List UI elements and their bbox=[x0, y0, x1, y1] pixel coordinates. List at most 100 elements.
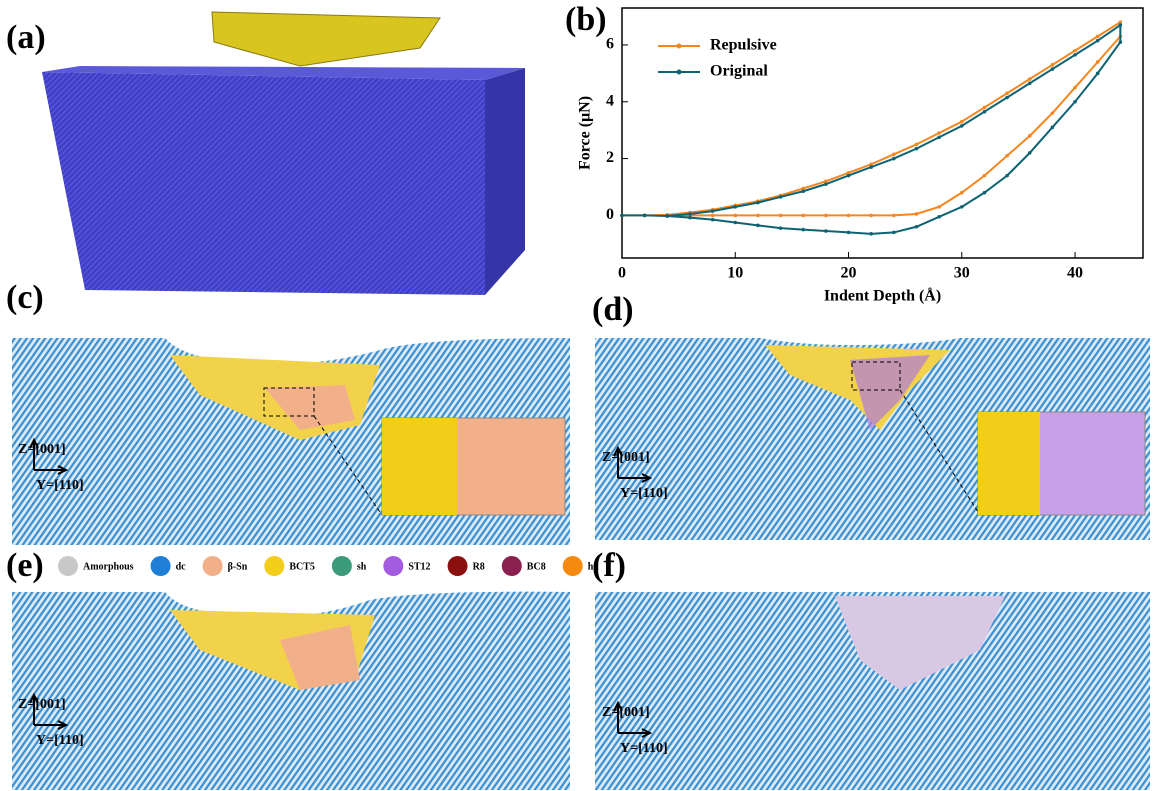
data-point bbox=[1073, 49, 1077, 53]
z-axis-label: Z=[001] bbox=[18, 442, 66, 457]
y-tick-label: 0 bbox=[606, 206, 614, 223]
data-point bbox=[847, 231, 851, 235]
inset-bct5 bbox=[978, 412, 1040, 515]
data-point bbox=[1005, 96, 1009, 100]
data-point bbox=[711, 218, 715, 222]
data-point bbox=[1096, 60, 1100, 64]
legend-swatch bbox=[563, 556, 583, 576]
panel-f: (f) bbox=[592, 547, 1150, 790]
legend-swatch bbox=[332, 556, 352, 576]
substrate-side bbox=[485, 68, 525, 295]
data-point bbox=[733, 205, 737, 209]
data-point bbox=[960, 124, 964, 128]
data-point bbox=[688, 216, 692, 220]
data-point bbox=[892, 231, 896, 235]
panel-a: (a) bbox=[6, 12, 525, 295]
x-tick-label: 40 bbox=[1067, 265, 1083, 282]
inset-bct5 bbox=[382, 418, 457, 515]
x-tick-label: 30 bbox=[954, 265, 970, 282]
data-point bbox=[869, 214, 873, 218]
data-point bbox=[1096, 72, 1100, 76]
data-point bbox=[960, 205, 964, 209]
legend-swatch bbox=[448, 556, 468, 576]
data-point bbox=[1119, 23, 1123, 27]
legend-label: Original bbox=[710, 63, 768, 80]
data-point bbox=[756, 201, 760, 205]
data-point bbox=[1051, 67, 1055, 71]
data-point bbox=[847, 214, 851, 218]
data-point bbox=[1005, 174, 1009, 178]
data-point bbox=[779, 214, 783, 218]
legend-swatch bbox=[151, 556, 171, 576]
y-tick-label: 2 bbox=[606, 149, 614, 166]
data-point bbox=[983, 106, 987, 110]
data-point bbox=[847, 174, 851, 178]
data-point bbox=[1073, 86, 1077, 90]
data-point bbox=[824, 214, 828, 218]
data-point bbox=[756, 214, 760, 218]
panel-label: (b) bbox=[565, 1, 607, 38]
data-point bbox=[1028, 151, 1032, 155]
legend-label: R8 bbox=[473, 561, 485, 572]
legend-label: BCT5 bbox=[289, 561, 315, 572]
series-line bbox=[622, 22, 1120, 215]
data-point bbox=[779, 195, 783, 199]
panel-e: (e) bbox=[6, 547, 570, 790]
data-point bbox=[1028, 77, 1032, 81]
z-axis-label: Z=[001] bbox=[602, 705, 650, 720]
legend-marker bbox=[677, 44, 682, 49]
indenter bbox=[212, 12, 440, 66]
legend-swatch bbox=[264, 556, 284, 576]
z-axis-label: Z=[001] bbox=[602, 450, 650, 465]
figure: (a) (c) (d) (e) (f) Amorphousdcβ-SnBCT5s… bbox=[0, 0, 1157, 791]
data-point bbox=[801, 214, 805, 218]
data-point bbox=[801, 189, 805, 193]
legend-label: BC8 bbox=[527, 561, 546, 572]
data-point bbox=[1119, 40, 1123, 44]
panel-label: (a) bbox=[6, 19, 46, 56]
data-point bbox=[1051, 63, 1055, 67]
data-point bbox=[711, 209, 715, 213]
data-point bbox=[1096, 35, 1100, 39]
data-point bbox=[1051, 126, 1055, 130]
data-point bbox=[869, 165, 873, 169]
series-line bbox=[622, 25, 1120, 234]
data-point bbox=[733, 214, 737, 218]
legend-label: dc bbox=[176, 561, 187, 572]
data-point bbox=[1028, 81, 1032, 85]
data-point bbox=[937, 135, 941, 139]
substrate-front bbox=[42, 72, 485, 295]
data-point bbox=[937, 215, 941, 219]
data-point bbox=[1073, 100, 1077, 104]
data-point bbox=[1005, 154, 1009, 158]
data-point bbox=[620, 214, 624, 218]
z-axis-label: Z=[001] bbox=[18, 697, 66, 712]
y-axis-title: Force (μN) bbox=[577, 96, 594, 170]
x-tick-label: 0 bbox=[618, 265, 626, 282]
legend-label: β-Sn bbox=[228, 561, 248, 572]
y-axis-label: Y=[110] bbox=[36, 733, 84, 748]
data-point bbox=[824, 229, 828, 233]
x-axis-title: Indent Depth (Å) bbox=[824, 287, 941, 305]
data-point bbox=[1005, 91, 1009, 95]
panel-c: (c) bbox=[6, 279, 570, 545]
panel-label: (c) bbox=[6, 279, 44, 316]
data-point bbox=[1028, 134, 1032, 138]
legend-label: ST12 bbox=[408, 561, 430, 572]
data-point bbox=[1096, 39, 1100, 43]
data-point bbox=[915, 225, 919, 229]
data-point bbox=[960, 120, 964, 124]
x-tick-label: 20 bbox=[841, 265, 857, 282]
legend-label: sh bbox=[357, 561, 367, 572]
data-point bbox=[915, 147, 919, 151]
data-point bbox=[643, 214, 647, 218]
panel-label: (e) bbox=[6, 547, 44, 584]
panel-d: (d) bbox=[592, 291, 1150, 540]
legend-swatch bbox=[58, 556, 78, 576]
data-point bbox=[1073, 53, 1077, 57]
data-point bbox=[915, 143, 919, 147]
y-axis-label: Y=[110] bbox=[620, 486, 668, 501]
y-tick-label: 6 bbox=[606, 36, 614, 53]
